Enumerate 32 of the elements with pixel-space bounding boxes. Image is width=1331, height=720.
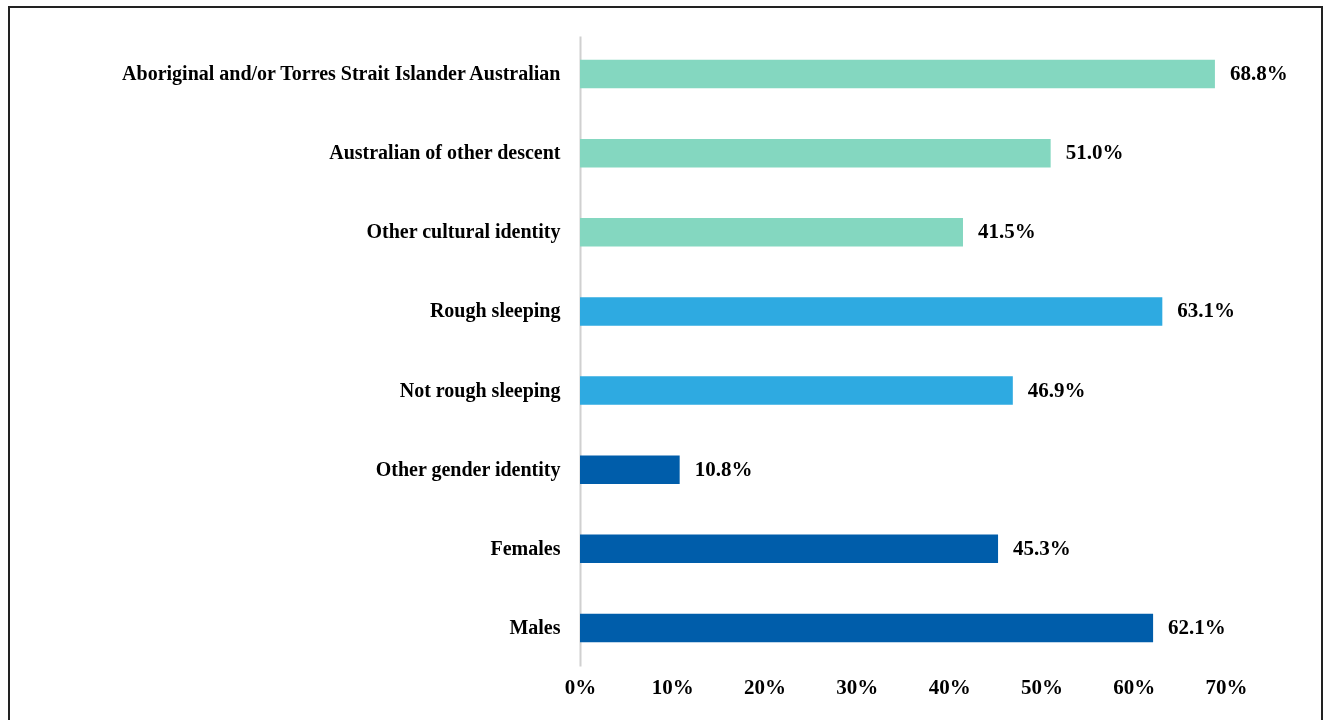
y-tick-label: Aboriginal and/or Torres Strait Islander Australian (122, 61, 561, 85)
x-tick-label: 30% (836, 674, 879, 699)
y-tick-label: Rough sleeping (429, 299, 561, 323)
data-label: 45.3% (1013, 535, 1071, 560)
data-label: 68.8% (1229, 60, 1288, 85)
bar (580, 376, 1013, 405)
bar (580, 138, 1051, 168)
bar (580, 218, 963, 247)
data-label: 10.8% (694, 456, 753, 481)
bar (580, 534, 999, 564)
bar (580, 455, 680, 484)
x-tick-label: 70% (1205, 674, 1248, 699)
x-tick-label: 0% (564, 674, 597, 699)
bar (580, 613, 1154, 643)
x-tick-label: 40% (928, 674, 971, 699)
x-tick-label: 50% (1020, 674, 1063, 699)
y-tick-label: Females (490, 536, 561, 559)
x-tick-label: 20% (744, 674, 787, 699)
data-label: 41.5% (977, 219, 1036, 244)
data-label: 46.9% (1027, 377, 1086, 402)
data-label: 51.0% (1065, 140, 1124, 165)
bar (580, 297, 1163, 326)
x-tick-label: 10% (651, 674, 694, 699)
bar (580, 59, 1215, 89)
y-tick-label: Not rough sleeping (399, 378, 561, 402)
y-tick-label: Males (509, 616, 561, 639)
y-tick-label: Australian of other descent (329, 141, 561, 164)
x-tick-label: 60% (1113, 674, 1156, 699)
data-label: 63.1% (1177, 298, 1236, 323)
y-tick-label: Other cultural identity (366, 220, 561, 244)
y-tick-label: Other gender identity (375, 457, 561, 481)
data-label: 62.1% (1168, 615, 1226, 640)
